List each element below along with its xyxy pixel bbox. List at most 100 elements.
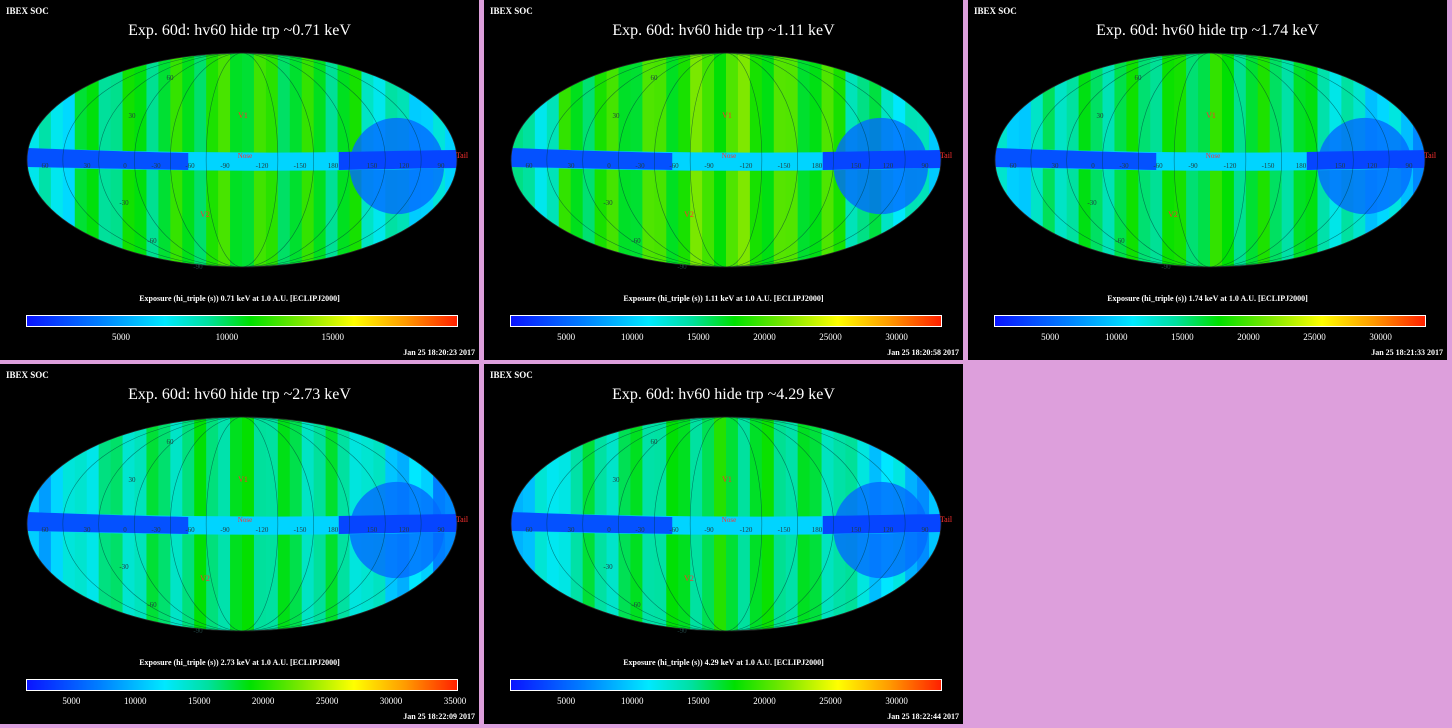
marker-label-v2: V2 bbox=[1168, 210, 1178, 219]
lon-label: 0 bbox=[1091, 162, 1095, 170]
lon-label: 0 bbox=[607, 526, 611, 534]
marker-label-nose: Nose bbox=[1206, 152, 1220, 160]
map-panel: IBEX SOC Exp. 60d: hv60 hide trp ~0.71 k… bbox=[0, 0, 479, 360]
colorbar-tick-label: 25000 bbox=[315, 696, 339, 706]
colorbar-tick-label: 10000 bbox=[124, 696, 147, 706]
map-panel: IBEX SOC Exp. 60d: hv60 hide trp ~4.29 k… bbox=[484, 364, 963, 724]
colorbar-tick-label: 15000 bbox=[1171, 332, 1194, 342]
marker-label-v2: V2 bbox=[200, 210, 210, 219]
colorbar bbox=[994, 315, 1426, 327]
colorbar-ticks: 5000 10000 15000 20000 25000 30000 bbox=[510, 332, 942, 344]
lat-label: -90 bbox=[677, 263, 687, 271]
colorbar-caption: Exposure (hi_triple (s)) 1.74 keV at 1.0… bbox=[1107, 294, 1308, 303]
mollweide-map: V1 V2 Nose Tail 60 30 -30 -60 -90 60 30 0 -30 -60 -90 -… bbox=[510, 52, 953, 271]
lon-label: 180 bbox=[328, 162, 339, 170]
lon-label: 30 bbox=[1052, 162, 1060, 170]
colorbar-tick-label: 30000 bbox=[1369, 332, 1392, 342]
lon-label: 150 bbox=[1335, 162, 1346, 170]
lon-label: -120 bbox=[256, 526, 269, 534]
timestamp: Jan 25 18:22:44 2017 bbox=[887, 712, 959, 721]
colorbar-tick-label: 10000 bbox=[621, 332, 644, 342]
lon-label: 180 bbox=[812, 162, 823, 170]
lat-label: -30 bbox=[603, 563, 613, 571]
lon-label: 90 bbox=[1406, 162, 1414, 170]
lat-label: -60 bbox=[1115, 237, 1125, 245]
lat-label: -90 bbox=[1161, 263, 1171, 271]
marker-label-v2: V2 bbox=[684, 574, 694, 583]
lat-label: -60 bbox=[147, 601, 157, 609]
colorbar-ticks: 5000 10000 15000 20000 25000 30000 35000 bbox=[26, 696, 466, 708]
colorbar-tick-label: 25000 bbox=[819, 332, 842, 342]
mollweide-map: V1 V2 Nose Tail 60 30 -30 -60 -90 60 30 0 -30 -60 -90 -… bbox=[26, 52, 469, 271]
lon-label: -30 bbox=[151, 526, 161, 534]
colorbar-ticks: 5000 10000 15000 bbox=[26, 332, 458, 344]
marker-label-nose: Nose bbox=[722, 516, 736, 524]
colorbar bbox=[26, 679, 458, 691]
lon-label: 90 bbox=[438, 526, 446, 534]
lat-label: -60 bbox=[631, 601, 641, 609]
marker-label-nose: Nose bbox=[238, 152, 252, 160]
lat-label: 60 bbox=[651, 74, 659, 82]
lat-label: -90 bbox=[677, 627, 687, 635]
lon-label: 180 bbox=[1296, 162, 1307, 170]
marker-label-tail: Tail bbox=[1424, 151, 1437, 160]
marker-label-nose: Nose bbox=[722, 152, 736, 160]
lon-label: -150 bbox=[778, 162, 791, 170]
empty-grid-cell bbox=[970, 366, 1452, 728]
lon-label: 150 bbox=[367, 526, 378, 534]
colorbar-tick-label: 15000 bbox=[687, 696, 710, 706]
colorbar-tick-label: 5000 bbox=[62, 696, 81, 706]
lon-label: -90 bbox=[704, 162, 714, 170]
lon-label: 90 bbox=[438, 162, 446, 170]
lon-label: -60 bbox=[185, 162, 195, 170]
marker-label-tail: Tail bbox=[940, 515, 953, 524]
panel-header: IBEX SOC bbox=[490, 370, 533, 380]
colorbar bbox=[510, 679, 942, 691]
panel-title: Exp. 60d: hv60 hide trp ~1.74 keV bbox=[1096, 22, 1319, 39]
timestamp: Jan 25 18:22:09 2017 bbox=[403, 712, 475, 721]
colorbar-caption: Exposure (hi_triple (s)) 0.71 keV at 1.0… bbox=[139, 294, 340, 303]
lon-label: 90 bbox=[922, 526, 930, 534]
colorbar-caption: Exposure (hi_triple (s)) 1.11 keV at 1.0… bbox=[623, 294, 824, 303]
lon-label: 150 bbox=[851, 162, 862, 170]
marker-label-v2: V2 bbox=[200, 574, 210, 583]
lon-label: -120 bbox=[256, 162, 269, 170]
lon-label: 0 bbox=[123, 526, 127, 534]
panel-header: IBEX SOC bbox=[6, 370, 49, 380]
lat-label: 60 bbox=[1135, 74, 1143, 82]
lat-label: 30 bbox=[613, 476, 621, 484]
colorbar-tick-label: 25000 bbox=[1303, 332, 1326, 342]
map-panel: IBEX SOC Exp. 60d: hv60 hide trp ~1.11 k… bbox=[484, 0, 963, 360]
lat-label: -30 bbox=[1087, 199, 1097, 207]
lon-label: 60 bbox=[42, 526, 50, 534]
mollweide-map: V1 V2 Nose Tail 60 30 -30 -60 -90 60 30 0 -30 -60 -90 -… bbox=[994, 52, 1437, 271]
panel-header: IBEX SOC bbox=[6, 6, 49, 16]
lat-label: -60 bbox=[147, 237, 157, 245]
lon-label: 60 bbox=[42, 162, 50, 170]
timestamp: Jan 25 18:20:58 2017 bbox=[887, 348, 959, 357]
colorbar-tick-label: 5000 bbox=[557, 332, 576, 342]
lat-label: 60 bbox=[651, 438, 659, 446]
lon-label: 180 bbox=[812, 526, 823, 534]
marker-label-v1: V1 bbox=[722, 475, 732, 484]
mollweide-map: V1 V2 Nose Tail 60 30 -30 -60 -90 60 30 0 -30 -60 -90 -… bbox=[510, 416, 953, 635]
panel-header: IBEX SOC bbox=[490, 6, 533, 16]
colorbar-tick-label: 5000 bbox=[112, 332, 131, 342]
colorbar-tick-label: 30000 bbox=[885, 332, 908, 342]
lon-label: -60 bbox=[669, 526, 679, 534]
lon-label: -150 bbox=[294, 162, 307, 170]
lat-label: -90 bbox=[193, 263, 203, 271]
colorbar-tick-label: 20000 bbox=[1237, 332, 1260, 342]
colorbar-tick-label: 25000 bbox=[819, 696, 842, 706]
lon-label: 120 bbox=[883, 162, 894, 170]
lat-label: -30 bbox=[603, 199, 613, 207]
lat-label: 60 bbox=[167, 74, 175, 82]
lat-label: 30 bbox=[129, 112, 137, 120]
lat-label: -30 bbox=[119, 563, 129, 571]
lon-label: -150 bbox=[778, 526, 791, 534]
lon-label: -90 bbox=[704, 526, 714, 534]
colorbar-tick-label: 30000 bbox=[885, 696, 908, 706]
lon-label: 30 bbox=[84, 162, 92, 170]
marker-label-v1: V1 bbox=[238, 475, 248, 484]
lon-label: -90 bbox=[1188, 162, 1198, 170]
